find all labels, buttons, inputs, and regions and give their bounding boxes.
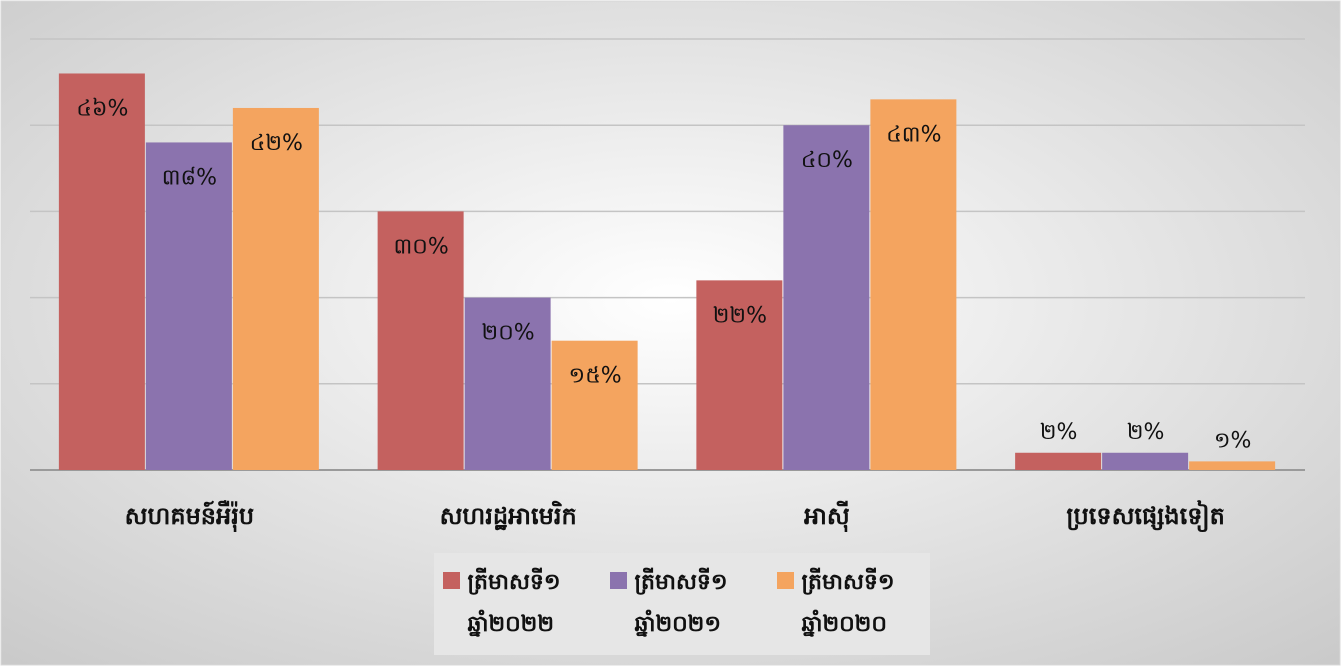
legend-label: ត្រីមាសទី១ ឆ្នាំ២០២០ xyxy=(801,570,895,637)
legend-label: ត្រីមាសទី១ ឆ្នាំ២០២១ xyxy=(634,570,728,637)
x-tick-label: អាស៊ី xyxy=(804,500,850,533)
legend-swatch xyxy=(776,572,794,589)
data-label: ៣៨% xyxy=(162,165,217,190)
bar xyxy=(1015,452,1102,470)
bar xyxy=(551,340,638,470)
bar xyxy=(145,142,232,470)
bar xyxy=(1102,452,1189,470)
legend: ត្រីមាសទី១ ឆ្នាំ២០២២ ត្រីមាសទី១ ឆ្នាំ២០២១… xyxy=(434,553,930,655)
legend-label: ត្រីមាសទី១ ឆ្នាំ២០២២ xyxy=(467,570,561,637)
bar xyxy=(464,297,551,470)
legend-item: ត្រីមាសទី១ ឆ្នាំ២០២២ xyxy=(442,562,588,646)
x-tick-label: សហគមន៍អឺរ៉ុប xyxy=(125,500,255,533)
x-tick-label: សហរដ្ឋអាមេរិក xyxy=(440,500,577,531)
data-label: ៤៣% xyxy=(886,122,941,147)
legend-item: ត្រីមាសទី១ ឆ្នាំ២០២០ xyxy=(776,562,922,646)
legend-swatch xyxy=(609,572,627,589)
bar xyxy=(696,280,783,470)
bar xyxy=(377,211,464,470)
data-label: ៤៦% xyxy=(76,96,128,121)
data-label: ២% xyxy=(1040,420,1078,445)
bar xyxy=(1189,461,1276,470)
x-tick-label: ប្រទេសផ្សេងទៀត xyxy=(1066,500,1225,533)
bar xyxy=(232,107,319,471)
bar xyxy=(58,73,145,470)
legend-item: ត្រីមាសទី១ ឆ្នាំ២០២១ xyxy=(609,562,755,646)
data-label: ៤២% xyxy=(250,131,303,156)
data-label: ២២% xyxy=(713,303,767,328)
bar xyxy=(870,99,957,470)
data-label: ១៥% xyxy=(569,364,622,389)
bar xyxy=(783,125,870,470)
legend-swatch xyxy=(442,572,460,589)
data-label: ៣០% xyxy=(393,234,448,259)
data-label: ៤០% xyxy=(801,148,853,173)
data-label: ១% xyxy=(1214,428,1252,453)
data-label: ២០% xyxy=(482,321,535,346)
data-label: ២% xyxy=(1127,420,1165,445)
